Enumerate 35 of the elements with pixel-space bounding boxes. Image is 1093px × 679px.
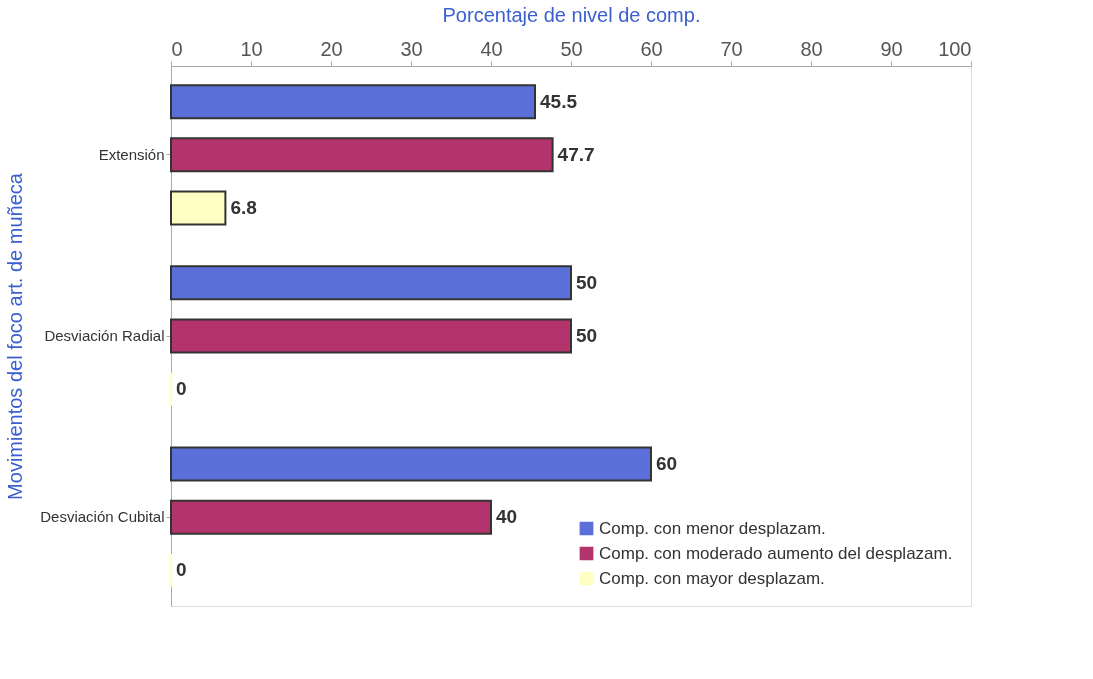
data-label: 60 — [656, 453, 678, 475]
bar — [170, 137, 554, 173]
y-tick-label: Desviación Radial — [44, 327, 165, 344]
data-label: 47.7 — [557, 143, 595, 165]
bar — [170, 265, 572, 301]
data-label: 0 — [176, 559, 187, 581]
y-tick-label: Desviación Cubital — [40, 508, 165, 526]
data-label: 50 — [576, 271, 598, 293]
data-label: 6.8 — [230, 196, 257, 218]
x-tick-label: 90 — [880, 37, 903, 60]
x-tick-label: 60 — [640, 37, 663, 60]
bar — [170, 318, 572, 354]
x-tick-label: 30 — [400, 37, 423, 60]
x-tick-label: 20 — [320, 37, 343, 60]
x-tick-label: 50 — [560, 37, 583, 60]
x-tick-label: 40 — [480, 37, 503, 60]
x-tick-label: 10 — [240, 37, 263, 60]
legend-label: Comp. con mayor desplazam. — [599, 568, 825, 588]
legend-label: Comp. con menor desplazam. — [599, 518, 826, 538]
legend-label: Comp. con moderado aumento del desplazam. — [599, 543, 953, 563]
x-tick-label: 0 — [171, 37, 183, 60]
data-label: 40 — [496, 506, 518, 528]
y-tick-label: Extensión — [98, 145, 165, 163]
bar — [170, 190, 227, 226]
bar — [170, 499, 492, 535]
x-tick-label: 100 — [938, 37, 972, 60]
y-axis-title: Movimientos del foco art. de muñeca — [4, 172, 27, 500]
bar — [170, 84, 536, 120]
bar — [170, 446, 652, 482]
x-axis-title: Porcentaje de nivel de comp. — [442, 3, 701, 26]
x-tick-label: 80 — [800, 37, 823, 60]
data-label: 45.5 — [540, 90, 578, 112]
data-label: 50 — [576, 325, 598, 346]
x-tick-label: 70 — [720, 37, 743, 60]
data-label: 0 — [176, 378, 187, 400]
